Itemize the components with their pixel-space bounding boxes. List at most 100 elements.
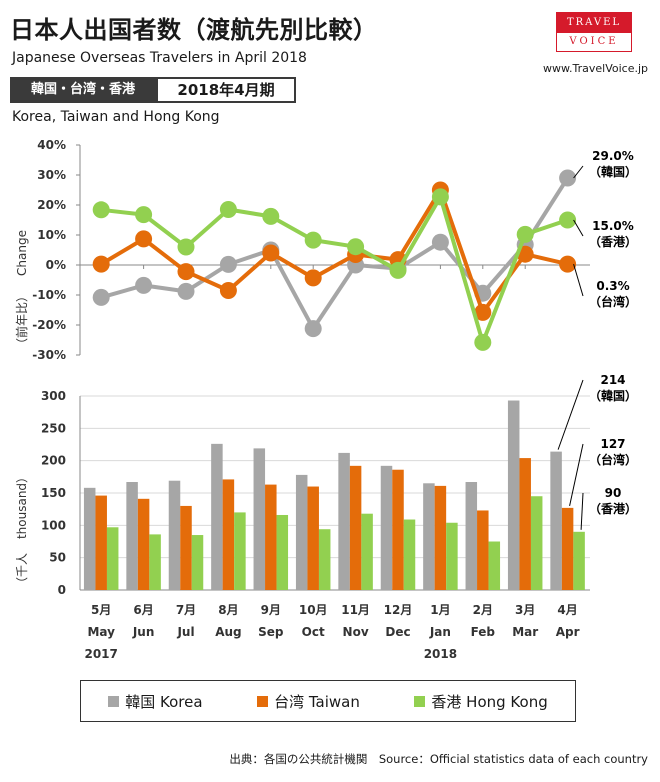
x-tick-jp: 10月 bbox=[299, 603, 328, 617]
x-tick-en: Mar bbox=[512, 625, 538, 639]
line-callout-leader bbox=[573, 219, 584, 237]
legend-label-taiwan: 台湾 Taiwan bbox=[274, 692, 360, 711]
line-point-hongkong bbox=[474, 333, 492, 351]
bar-y-tick: 200 bbox=[41, 454, 66, 468]
line-point-taiwan bbox=[474, 303, 492, 321]
line-point-taiwan bbox=[219, 282, 237, 299]
bar-callout-place: （韓国） bbox=[589, 388, 637, 403]
line-point-korea bbox=[559, 169, 577, 187]
line-point-hongkong bbox=[177, 238, 195, 256]
legend-item-taiwan: 台湾 Taiwan bbox=[257, 691, 360, 712]
line-callout-value: 15.0% bbox=[592, 219, 634, 233]
bar-callout-place: （台湾） bbox=[589, 452, 637, 467]
line-point-taiwan bbox=[92, 255, 110, 273]
region-english: Korea, Taiwan and Hong Kong bbox=[12, 109, 220, 125]
bar-callout-leader bbox=[569, 443, 584, 506]
x-tick-year: 2018 bbox=[424, 647, 457, 661]
x-tick-jp: 9月 bbox=[261, 603, 281, 617]
bar-callout-value: 127 bbox=[600, 437, 625, 451]
period-badge: 2018年4月期 bbox=[156, 77, 296, 103]
x-tick-jp: 7月 bbox=[176, 603, 196, 617]
x-tick-jp: 6月 bbox=[133, 603, 153, 617]
bar-korea bbox=[211, 443, 223, 590]
travelvoice-logo: TRAVEL VOICE bbox=[556, 12, 632, 52]
line-callout-place: （韓国） bbox=[589, 164, 637, 179]
x-tick-en: Dec bbox=[385, 625, 410, 639]
x-tick-en: Jun bbox=[132, 625, 155, 639]
x-tick-en: Nov bbox=[343, 625, 369, 639]
bar-korea bbox=[423, 483, 435, 590]
line-point-taiwan bbox=[262, 244, 280, 262]
x-tick-en: May bbox=[87, 625, 115, 639]
line-y-axis-label: （前年比）Change bbox=[14, 230, 29, 350]
bar-korea bbox=[550, 451, 562, 590]
line-point-hongkong bbox=[516, 225, 534, 243]
x-tick-en: Apr bbox=[556, 625, 580, 639]
line-series-hongkong bbox=[100, 194, 569, 345]
line-callout-place: （香港） bbox=[589, 234, 637, 249]
bar-hongkong bbox=[361, 513, 373, 590]
line-point-hongkong bbox=[219, 201, 237, 218]
line-point-hongkong bbox=[262, 207, 280, 225]
bar-y-tick: 300 bbox=[41, 389, 66, 403]
legend-swatch-hongkong bbox=[414, 695, 426, 707]
bar-korea bbox=[83, 487, 96, 590]
legend-item-korea: 韓国 Korea bbox=[108, 691, 203, 712]
x-tick-year: 2017 bbox=[84, 647, 117, 661]
bar-y-axis-label: （千人thousand） bbox=[15, 471, 29, 589]
x-tick-en: Aug bbox=[215, 625, 241, 639]
charts-svg: 40% 30% 20% 10% 0% -10% -20% -30%（前年比）Change 29.… bbox=[14, 138, 637, 661]
line-callout-place: （台湾） bbox=[589, 294, 637, 309]
legend: 韓国 Korea 台湾 Taiwan 香港 Hong Kong bbox=[80, 680, 576, 722]
bar-korea bbox=[380, 465, 393, 590]
line-y-tick: 10% bbox=[37, 228, 66, 242]
line-point-korea bbox=[219, 255, 237, 273]
line-y-tick: 20% bbox=[37, 198, 66, 212]
x-tick-jp: 1月 bbox=[430, 603, 450, 617]
x-tick-en: Feb bbox=[471, 625, 496, 639]
x-tick-en: Sep bbox=[258, 625, 284, 639]
bar-taiwan bbox=[222, 479, 235, 590]
bar-hongkong bbox=[446, 522, 458, 590]
region-badge: 韓国・台湾・香港 bbox=[10, 77, 156, 103]
line-y-tick: -10% bbox=[32, 288, 66, 302]
x-tick-en: Jan bbox=[429, 625, 451, 639]
bar-taiwan bbox=[477, 510, 489, 590]
bar-hongkong bbox=[318, 529, 331, 590]
bar-y-tick: 0 bbox=[58, 583, 66, 597]
legend-label-korea: 韓国 Korea bbox=[125, 692, 203, 711]
bar-taiwan bbox=[561, 507, 574, 590]
line-callout-leader bbox=[573, 165, 584, 179]
bar-korea bbox=[126, 482, 138, 590]
line-point-hongkong bbox=[92, 201, 110, 219]
bar-callout-value: 214 bbox=[600, 373, 625, 387]
line-point-taiwan bbox=[177, 263, 195, 281]
bar-taiwan bbox=[307, 486, 319, 590]
bar-hongkong bbox=[573, 531, 585, 590]
bar-hongkong bbox=[106, 527, 119, 590]
bar-callout-value: 90 bbox=[605, 486, 622, 500]
bar-korea bbox=[253, 448, 266, 590]
bar-callout-leader bbox=[580, 492, 584, 530]
bar-hongkong bbox=[191, 535, 204, 590]
line-callout-value: 0.3% bbox=[596, 279, 629, 293]
legend-label-hongkong: 香港 Hong Kong bbox=[431, 692, 548, 711]
x-tick-jp: 11月 bbox=[341, 603, 370, 617]
bar-hongkong bbox=[488, 541, 501, 590]
bar-korea bbox=[295, 474, 308, 590]
source-note: 出典：各国の公共統計機関 Source：Official statistics … bbox=[229, 752, 648, 766]
line-y-tick: 0% bbox=[46, 258, 66, 272]
line-y-tick: -30% bbox=[32, 348, 66, 362]
bar-taiwan bbox=[349, 465, 362, 590]
page-title: 日本人出国者数（渡航先別比較） bbox=[10, 16, 378, 44]
line-point-taiwan bbox=[304, 269, 322, 287]
bar-y-tick: 50 bbox=[49, 551, 66, 565]
site-url: www.TravelVoice.jp bbox=[543, 62, 648, 75]
bar-y-tick: 250 bbox=[41, 421, 66, 435]
line-callout-value: 29.0% bbox=[592, 149, 634, 163]
line-point-hongkong bbox=[431, 188, 449, 206]
line-point-hongkong bbox=[347, 238, 365, 256]
bar-hongkong bbox=[149, 534, 161, 590]
bar-taiwan bbox=[519, 458, 531, 590]
bar-korea bbox=[168, 480, 181, 590]
